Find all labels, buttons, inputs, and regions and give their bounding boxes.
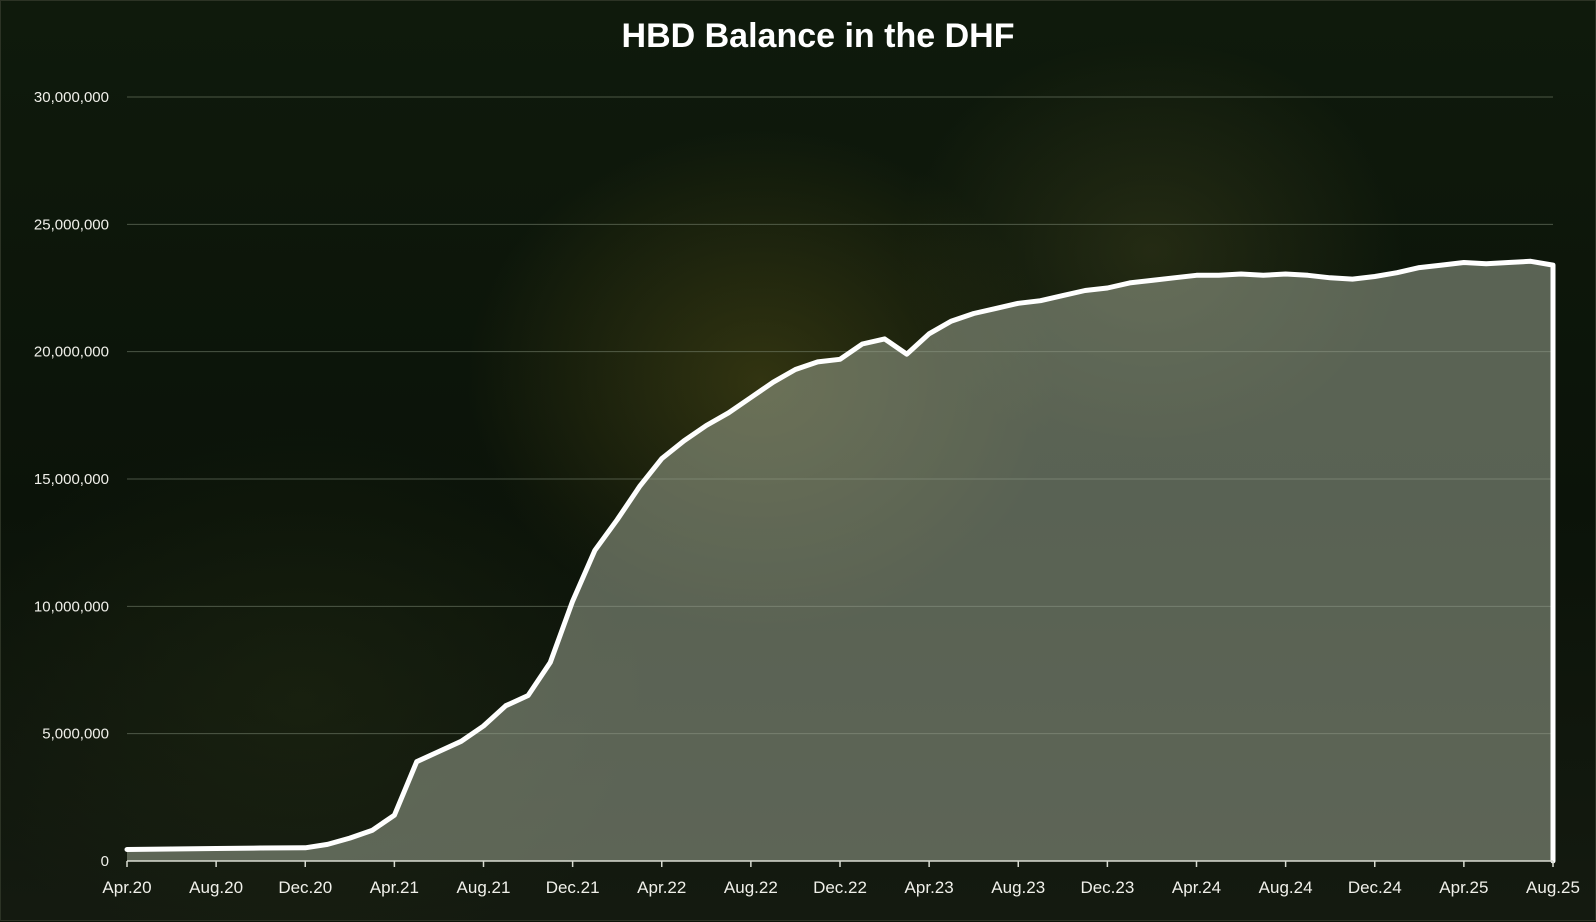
x-tick-label: Aug.23 [991, 878, 1045, 897]
x-axis: Apr.20 Aug.20 Dec.20 Apr.21 Aug.21 Dec.21 Apr.… [102, 860, 1580, 897]
x-tick-label: Apr.24 [1172, 878, 1221, 897]
x-tick-label: Dec.23 [1080, 878, 1134, 897]
y-tick-label: 20,000,000 [34, 344, 109, 361]
x-tick-label: Aug.25 [1526, 878, 1580, 897]
x-tick-label: Apr.20 [102, 878, 151, 897]
x-tick-label: Aug.21 [457, 878, 511, 897]
x-tick-label: Aug.22 [724, 878, 778, 897]
x-tick-label: Apr.23 [905, 878, 954, 897]
x-tick-label: Apr.21 [370, 878, 419, 897]
x-tick-label: Aug.24 [1259, 878, 1313, 897]
y-tick-label: 10,000,000 [34, 598, 109, 615]
area-fill-series [127, 261, 1553, 861]
series-line [124, 258, 1556, 864]
y-tick-label: 25,000,000 [34, 216, 109, 233]
y-axis: 0 5,000,000 10,000,000 15,000,000 20,000,000… [34, 89, 109, 870]
x-tick-label: Dec.24 [1348, 878, 1402, 897]
x-tick-label: Apr.22 [637, 878, 686, 897]
y-tick-label: 5,000,000 [42, 726, 109, 743]
chart-title: HBD Balance in the DHF [622, 17, 1015, 55]
x-tick-label: Apr.25 [1439, 878, 1488, 897]
y-tick-label: 15,000,000 [34, 471, 109, 488]
y-tick-label: 0 [101, 853, 109, 870]
x-tick-label: Dec.22 [813, 878, 867, 897]
x-tick-label: Aug.20 [189, 878, 243, 897]
y-tick-label: 30,000,000 [34, 89, 109, 106]
x-tick-label: Dec.21 [546, 878, 600, 897]
x-tick-label: Dec.20 [278, 878, 332, 897]
